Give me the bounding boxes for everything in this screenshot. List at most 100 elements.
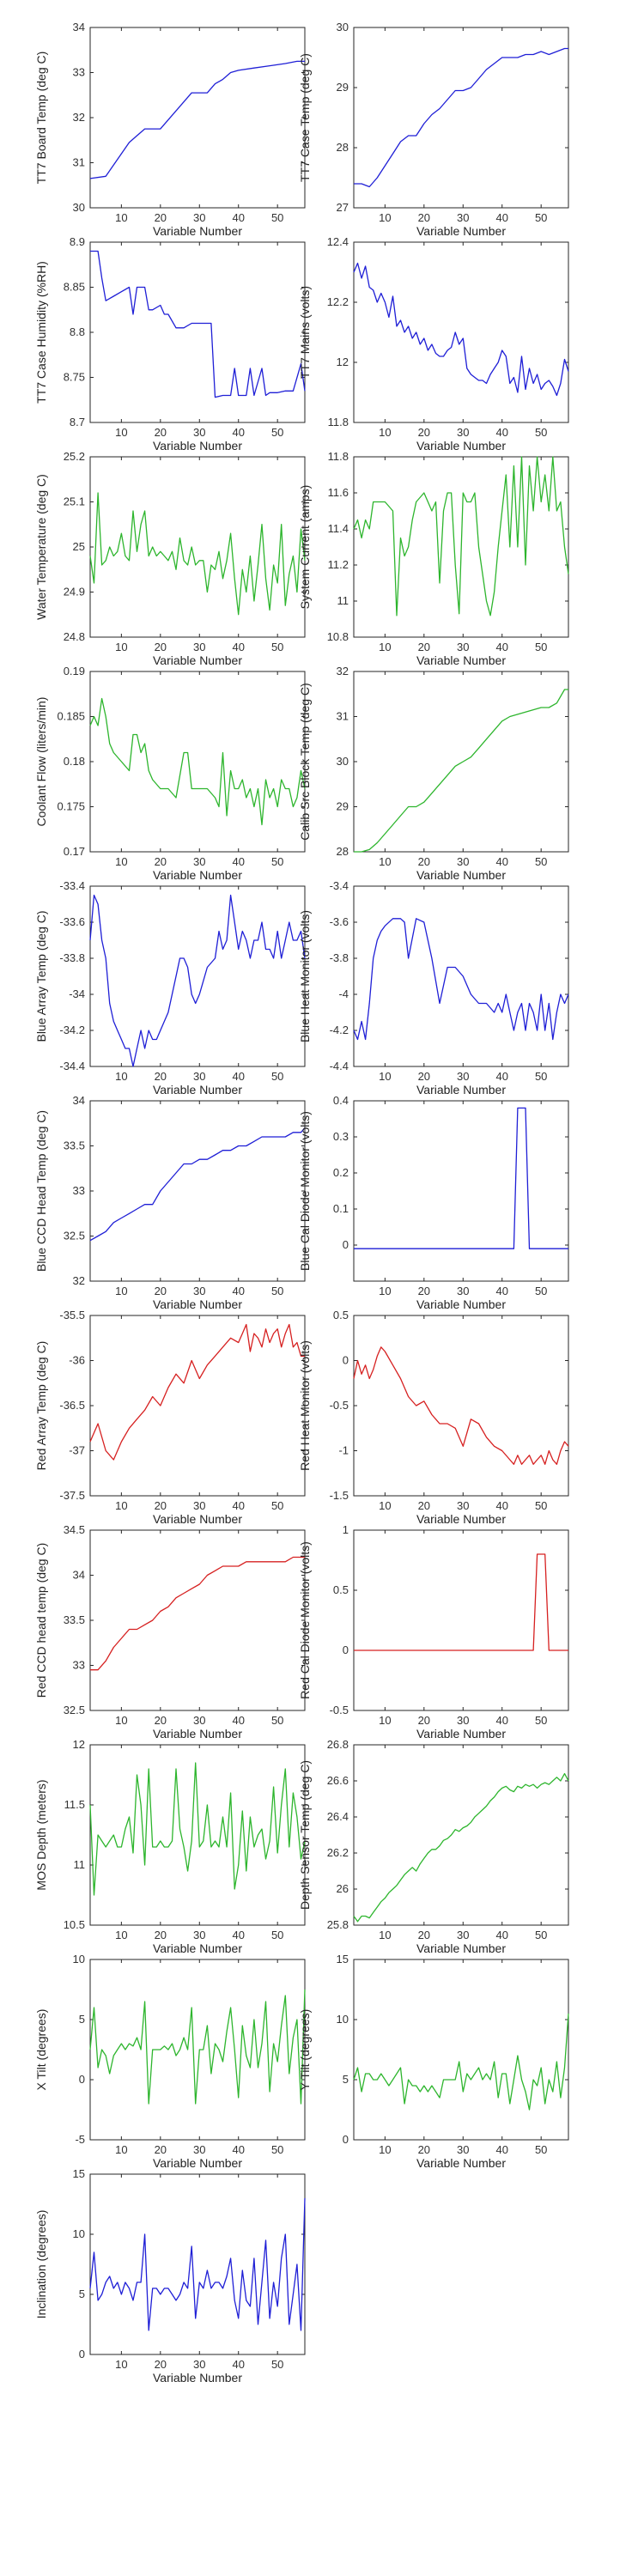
y-tick-label: 0 <box>343 1238 349 1251</box>
y-tick-label: 0.19 <box>64 665 85 677</box>
x-tick-label: 10 <box>115 1929 127 1941</box>
x-tick-label: 10 <box>115 1285 127 1297</box>
chart-panel-12: 0 0.1 0.2 0.3 0.4 10 20 30 40 50 Variable Number Bl… <box>298 1094 569 1311</box>
y-tick-label: 33 <box>73 1184 85 1197</box>
y-tick-label: 31 <box>73 156 85 169</box>
x-tick-label: 40 <box>495 2143 507 2156</box>
x-tick-label: 40 <box>495 1070 507 1083</box>
x-tick-label: 50 <box>535 1929 547 1941</box>
series-line <box>353 1346 569 1465</box>
plot-frame <box>353 1100 569 1282</box>
x-tick-label: 20 <box>418 1499 430 1512</box>
x-tick-label: 20 <box>418 2143 430 2156</box>
x-tick-label: 40 <box>495 1499 507 1512</box>
x-tick-label: 20 <box>155 1499 167 1512</box>
x-tick-label: 20 <box>418 641 430 653</box>
x-tick-label: 40 <box>232 211 244 224</box>
x-tick-label: 30 <box>457 211 469 224</box>
x-tick-label: 20 <box>155 1070 167 1083</box>
x-tick-label: 10 <box>379 1070 391 1083</box>
y-tick-label: 26 <box>337 1882 349 1895</box>
x-axis-label: Variable Number <box>416 1727 506 1741</box>
x-tick-label: 10 <box>115 426 127 439</box>
y-tick-label: 0.175 <box>57 800 85 813</box>
x-tick-label: 40 <box>495 211 507 224</box>
y-tick-label: -3.6 <box>330 915 349 928</box>
y-axis-label: Red Cal Diode Monitor (volts) <box>298 1541 312 1699</box>
y-tick-label: 24.8 <box>64 630 85 643</box>
x-tick-label: 40 <box>495 426 507 439</box>
x-tick-label: 20 <box>155 2143 167 2156</box>
y-tick-label: 11.8 <box>328 416 349 428</box>
chart-panel-7: 0.17 0.175 0.18 0.185 0.19 10 20 30 40 50 Variable… <box>34 665 306 882</box>
x-tick-label: 40 <box>495 1285 507 1297</box>
x-axis-label: Variable Number <box>416 1297 506 1311</box>
x-tick-label: 40 <box>232 1714 244 1727</box>
y-tick-label: -36 <box>69 1354 85 1367</box>
x-tick-label: 20 <box>418 426 430 439</box>
y-tick-label: 11 <box>337 594 349 607</box>
x-axis-label: Variable Number <box>416 224 506 238</box>
y-tick-label: 0.18 <box>64 755 85 768</box>
y-tick-label: 29 <box>337 81 349 94</box>
y-tick-label: 0.1 <box>333 1202 349 1215</box>
plot-frame <box>353 1529 569 1711</box>
x-tick-label: 50 <box>535 641 547 653</box>
series-line <box>89 697 306 826</box>
x-tick-label: 50 <box>535 2143 547 2156</box>
series-line <box>354 1107 568 1249</box>
series-line <box>89 894 306 1067</box>
x-tick-label: 10 <box>379 855 391 868</box>
y-axis-label: Blue Cal Diode Monitor (volts) <box>298 1111 312 1271</box>
y-tick-label: 10.5 <box>64 1918 85 1931</box>
x-tick-label: 40 <box>495 855 507 868</box>
y-tick-label: 12.4 <box>327 235 349 248</box>
series-line <box>353 2013 569 2111</box>
y-tick-label: 11.4 <box>328 522 349 535</box>
y-tick-label: -36.5 <box>59 1399 85 1412</box>
plot-frame <box>89 241 306 423</box>
y-tick-label: 0.17 <box>64 845 85 858</box>
y-axis-label: X Tilt (degrees) <box>34 2009 48 2091</box>
x-tick-label: 20 <box>418 1285 430 1297</box>
y-axis-label: Blue CCD Head Temp (deg C) <box>34 1110 48 1272</box>
series-line <box>354 1553 568 1651</box>
x-tick-label: 20 <box>155 2358 167 2371</box>
y-tick-label: -5 <box>75 2133 85 2146</box>
x-tick-label: 50 <box>271 1714 283 1727</box>
y-tick-label: 15 <box>73 2167 85 2180</box>
y-tick-label: 30 <box>73 201 85 214</box>
series-line <box>89 1762 306 1896</box>
y-tick-label: 27 <box>337 201 349 214</box>
y-axis-label: Calib Src Block Temp (deg C) <box>298 683 312 840</box>
chart-panel-2: 27 28 29 30 10 20 30 40 50 Variable Number TT7 Cas… <box>298 21 569 238</box>
x-tick-label: 30 <box>457 1714 469 1727</box>
y-tick-label: 34 <box>73 1094 85 1107</box>
x-tick-label: 30 <box>193 1714 205 1727</box>
y-axis-label: Water Temperature (deg C) <box>34 474 48 620</box>
y-tick-label: 0 <box>343 2133 349 2146</box>
series-line <box>353 918 569 1041</box>
y-tick-label: -37 <box>69 1444 85 1457</box>
x-tick-label: 10 <box>379 641 391 653</box>
x-tick-label: 30 <box>193 1285 205 1297</box>
x-tick-label: 20 <box>418 1929 430 1941</box>
series-line <box>89 60 305 179</box>
x-tick-label: 20 <box>418 1714 430 1727</box>
x-tick-label: 50 <box>535 1499 547 1512</box>
plot-frame <box>353 1744 569 1926</box>
x-tick-label: 50 <box>535 1714 547 1727</box>
x-tick-label: 40 <box>232 1929 244 1941</box>
y-tick-label: 10 <box>73 2227 85 2240</box>
y-tick-label: 34.5 <box>64 1523 85 1536</box>
series-line <box>90 1556 305 1671</box>
y-tick-label: -33.6 <box>59 915 85 928</box>
chart-panel-20: 0 5 10 15 10 20 30 40 50 Variable Number Y Tilt (d… <box>298 1953 569 2170</box>
x-axis-label: Variable Number <box>153 2156 242 2170</box>
x-tick-label: 50 <box>271 1070 283 1083</box>
y-tick-label: 33.5 <box>64 1613 85 1626</box>
y-tick-label: -33.4 <box>59 879 85 892</box>
y-axis-label: TT7 Case Temp (deg C) <box>298 53 312 182</box>
y-tick-label: 15 <box>337 1953 349 1965</box>
y-tick-label: 24.9 <box>64 586 85 598</box>
